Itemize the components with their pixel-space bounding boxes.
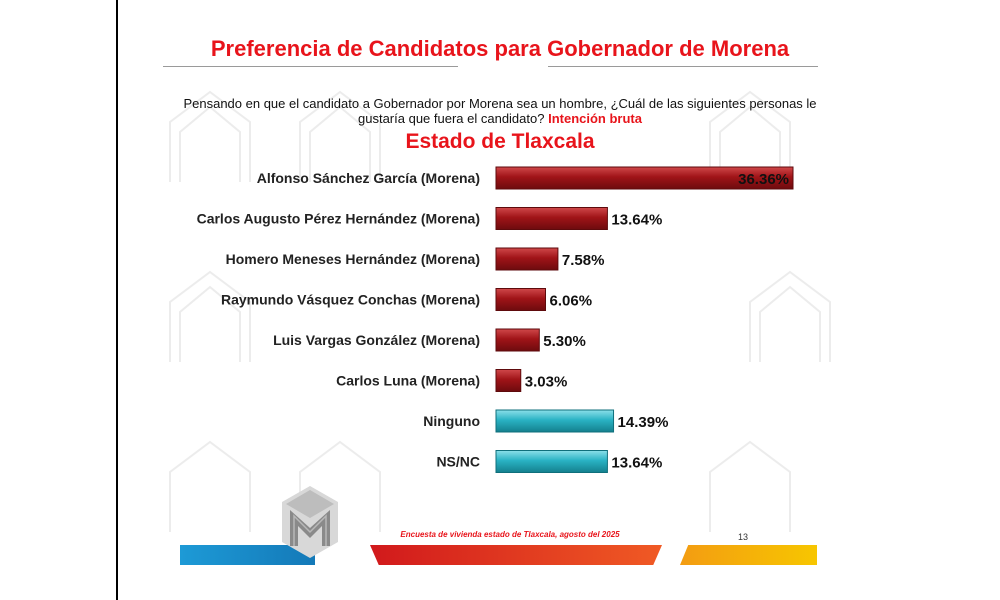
bar xyxy=(495,247,559,271)
footer-stripe-yellow xyxy=(680,545,817,565)
value-label: 36.36% xyxy=(738,171,789,188)
value-label: 13.64% xyxy=(611,212,662,229)
bar xyxy=(495,450,608,473)
category-label: Carlos Luna (Morena) xyxy=(336,373,480,389)
title-divider-left xyxy=(163,66,458,67)
category-label: Ninguno xyxy=(423,413,480,429)
background-pattern xyxy=(169,90,831,532)
chart-subtitle: Estado de Tlaxcala xyxy=(405,130,595,153)
category-label: NS/NC xyxy=(436,454,480,470)
value-label: 6.06% xyxy=(550,293,593,310)
left-border-line xyxy=(116,0,118,600)
value-label: 5.30% xyxy=(543,333,586,350)
bar xyxy=(495,409,615,433)
footer-stripe-red xyxy=(370,545,662,565)
value-label: 14.39% xyxy=(618,414,669,431)
m-logo-icon xyxy=(282,486,338,558)
page-number: 13 xyxy=(738,532,749,542)
survey-footer: Encuesta de vivienda estado de Tlaxcala,… xyxy=(400,530,620,539)
category-label: Carlos Augusto Pérez Hernández (Morena) xyxy=(197,211,480,227)
value-label: 7.58% xyxy=(562,252,605,269)
footer-stripe-blue xyxy=(180,545,315,565)
title-divider-right xyxy=(548,66,818,67)
bar xyxy=(495,166,794,190)
value-label: 3.03% xyxy=(525,374,568,391)
bar xyxy=(495,328,540,352)
survey-question: Pensando en que el candidato a Gobernado… xyxy=(175,96,825,126)
page-title: Preferencia de Candidatos para Gobernado… xyxy=(210,36,790,61)
bar xyxy=(495,288,546,311)
category-label: Homero Meneses Hernández (Morena) xyxy=(226,251,480,267)
bar xyxy=(495,369,522,392)
category-label: Alfonso Sánchez García (Morena) xyxy=(257,170,480,186)
category-label: Raymundo Vásquez Conchas (Morena) xyxy=(221,292,480,308)
value-label: 13.64% xyxy=(611,455,662,472)
question-text: Pensando en que el candidato a Gobernado… xyxy=(183,96,817,126)
category-label: Luis Vargas González (Morena) xyxy=(273,332,480,348)
question-highlight: Intención bruta xyxy=(548,111,642,126)
bar xyxy=(495,207,608,230)
